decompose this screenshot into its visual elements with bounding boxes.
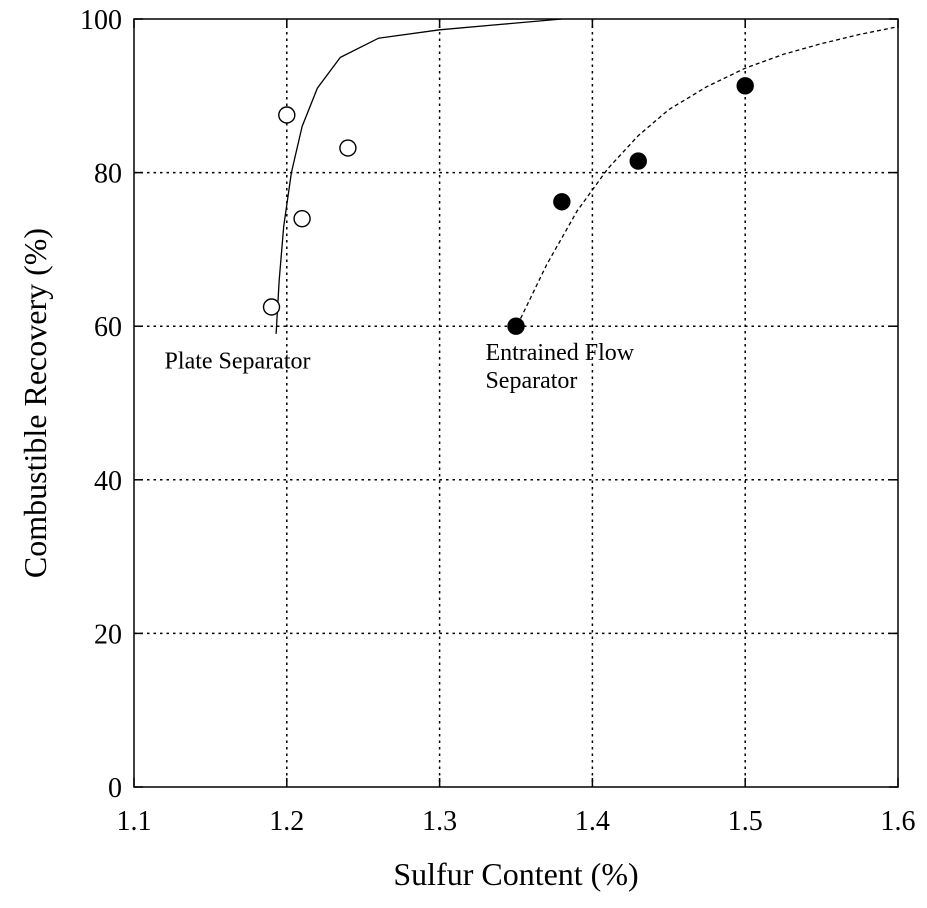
open-circle-point xyxy=(293,209,311,228)
filled-circle-point xyxy=(736,77,754,95)
y-tick-label: 20 xyxy=(94,619,122,650)
filled-circle-point xyxy=(553,193,571,211)
annotation-label: Separator xyxy=(485,368,577,394)
fit-curve-series-1 xyxy=(275,18,562,334)
filled-circle-point xyxy=(507,317,525,335)
fit-curves xyxy=(275,18,899,334)
x-tick-label: 1.5 xyxy=(728,806,763,837)
x-tick-label: 1.3 xyxy=(422,806,457,837)
y-axis-title: Combustible Recovery (%) xyxy=(17,228,53,578)
x-tick-label: 1.1 xyxy=(117,806,152,837)
annotation-label: Entrained Flow xyxy=(485,340,634,366)
tick-labels: 1.1 1.2 1.3 1.4 1.5 1.6 0 20 40 60 80 100 xyxy=(80,5,916,837)
plot-frame xyxy=(133,18,899,788)
x-tick-label: 1.2 xyxy=(269,806,304,837)
filled-circle-point xyxy=(629,152,647,170)
y-tick-label: 40 xyxy=(94,466,122,497)
open-circle-point xyxy=(262,298,281,316)
open-circle-point xyxy=(278,106,296,124)
annotation-label: Plate Separator xyxy=(165,348,311,374)
x-axis-title: Sulfur Content (%) xyxy=(393,856,638,892)
y-tick-label: 0 xyxy=(108,773,122,804)
plot-border xyxy=(133,18,899,788)
fit-curve-series-2 xyxy=(520,26,899,319)
y-tick-label: 60 xyxy=(94,312,122,343)
x-tick-label: 1.4 xyxy=(575,806,610,837)
data-points xyxy=(262,77,754,335)
x-tick-label: 1.6 xyxy=(881,806,916,837)
open-circle-point xyxy=(339,139,357,157)
y-tick-label: 100 xyxy=(80,5,122,36)
grid xyxy=(134,19,898,787)
y-tick-label: 80 xyxy=(94,159,122,190)
